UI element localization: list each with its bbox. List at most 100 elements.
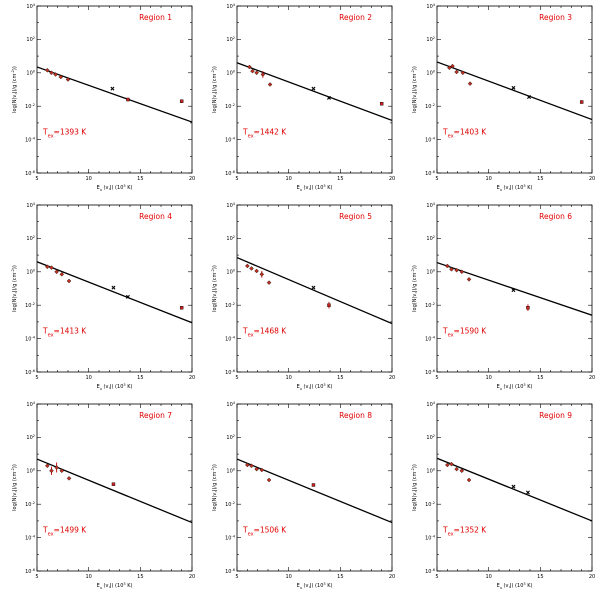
excitation-temperature-label: Tex=1403 K [442,128,487,140]
data-point-diamond [49,265,54,270]
plot-frame [36,403,193,572]
y-axis-label: log(N(v,J)/g (cm-2)) [211,66,218,113]
excitation-temperature-label: Tex=1468 K [242,327,287,339]
y-tick-label: 104 [426,202,435,209]
fit-line [237,458,392,524]
y-tick-label: 104 [26,3,35,10]
plot-frame [236,403,393,572]
data-point-square [179,306,184,310]
y-tick-label: 10-6 [425,170,435,177]
y-tick-label: 10-4 [25,534,36,541]
data-point-cross [511,288,516,293]
y-tick-label: 10-6 [225,568,235,575]
x-tick-label: 20 [389,574,395,580]
x-axis-label: Eu (v,J) (103 K) [497,383,533,391]
x-tick-label: 10 [85,176,91,182]
y-tick-label: 10-2 [25,302,35,309]
y-tick-label: 10-4 [225,335,236,342]
data-point-diamond [49,468,54,474]
x-tick-label: 15 [537,375,543,381]
data-layer [37,261,192,324]
y-tick-label: 104 [426,401,435,408]
x-tick-label: 20 [589,574,595,580]
region-title: Region 2 [339,13,372,22]
y-axis-label: log(N(v,J)/g (cm-2)) [411,66,418,113]
panel-region-6: 5 10 15 20 10-6 10-4 10-2 100 102 104 Eu (v,J) (10… [400,199,600,398]
y-tick-label: 100 [226,269,235,276]
x-tick-label: 20 [589,176,595,182]
fit-line [437,457,592,522]
x-axis-label: Eu (v,J) (103 K) [297,184,333,192]
x-tick-label: 5 [235,574,238,580]
y-tick-label: 10-2 [225,302,235,309]
y-axis-label: log(N(v,J)/g (cm-2)) [11,265,18,312]
panel-region-2: 5 10 15 20 10-6 10-4 10-2 100 102 104 Eu (v,J) (10… [200,0,400,199]
y-tick-label: 10-6 [425,369,435,376]
plot-region-1: 5 10 15 20 10-6 10-4 10-2 100 102 104 Eu (v,J) (10… [11,3,195,192]
data-point-diamond [459,468,465,474]
data-point-square [379,101,384,106]
y-tick-label: 104 [226,401,235,408]
data-point-cross [511,85,516,90]
y-tick-label: 102 [26,434,35,441]
y-tick-label: 100 [426,70,435,77]
data-point-diamond [466,277,472,282]
y-tick-label: 102 [226,235,235,242]
x-tick-label: 5 [35,375,38,381]
y-tick-label: 10-2 [225,501,235,508]
data-point-square [311,483,316,487]
data-point-diamond [445,462,450,468]
y-tick-label: 102 [226,36,235,43]
panel-region-1: 5 10 15 20 10-6 10-4 10-2 100 102 104 Eu (v,J) (10… [0,0,200,199]
y-tick-label: 10-6 [25,170,35,177]
y-tick-label: 100 [26,70,35,77]
panel-region-9: 5 10 15 20 10-6 10-4 10-2 100 102 104 Eu (v,J) (10… [400,398,600,597]
y-tick-label: 10-4 [225,534,236,541]
plot-region-4: 5 10 15 20 10-6 10-4 10-2 100 102 104 Eu (v,J) (10… [11,202,195,391]
x-axis-label: Eu (v,J) (103 K) [97,582,133,590]
data-point-diamond [250,68,255,74]
region-title: Region 3 [539,13,572,22]
data-point-diamond [45,463,50,469]
fit-line [437,61,592,121]
x-tick-label: 5 [35,574,38,580]
data-point-diamond [266,280,272,285]
data-point-diamond [260,72,266,77]
panel-region-7: 5 10 15 20 10-6 10-4 10-2 100 102 104 Eu (v,J) (10… [0,398,200,597]
excitation-temperature-label: Tex=1352 K [442,526,487,538]
y-axis-label: log(N(v,J)/g (cm-2)) [11,464,18,511]
region-title: Region 5 [339,212,372,221]
x-tick-label: 5 [235,375,238,381]
y-axis-label: log(N(v,J)/g (cm-2)) [411,464,418,511]
x-axis-label: Eu (v,J) (103 K) [297,383,333,391]
y-tick-label: 10-2 [25,501,35,508]
data-layer [237,62,392,122]
excitation-temperature-label: Tex=1442 K [242,128,287,140]
y-axis-label: log(N(v,J)/g (cm-2)) [411,265,418,312]
y-tick-label: 100 [26,468,35,475]
data-point-diamond [58,74,64,80]
data-point-diamond [259,272,265,277]
y-tick-label: 10-6 [25,369,35,376]
x-tick-label: 5 [435,375,438,381]
y-tick-label: 102 [26,36,35,43]
data-point-diamond [247,64,252,70]
y-tick-label: 102 [426,235,435,242]
x-axis-label: Eu (v,J) (103 K) [297,582,333,590]
fit-line [37,261,192,324]
y-tick-label: 100 [226,468,235,475]
x-tick-label: 20 [189,375,195,381]
y-tick-label: 10-6 [25,568,35,575]
y-tick-label: 10-2 [225,103,235,110]
x-axis-label: Eu (v,J) (103 K) [497,184,533,192]
x-tick-label: 20 [389,375,395,381]
region-title: Region 4 [139,212,172,221]
panel-region-8: 5 10 15 20 10-6 10-4 10-2 100 102 104 Eu (v,J) (10… [200,398,400,597]
x-tick-label: 15 [137,375,143,381]
x-axis-label: Eu (v,J) (103 K) [97,383,133,391]
panel-region-3: 5 10 15 20 10-6 10-4 10-2 100 102 104 Eu (v,J) (10… [400,0,600,199]
y-tick-label: 104 [426,3,435,10]
data-point-diamond [66,278,72,284]
data-layer [437,261,592,316]
data-point-diamond [49,70,54,76]
